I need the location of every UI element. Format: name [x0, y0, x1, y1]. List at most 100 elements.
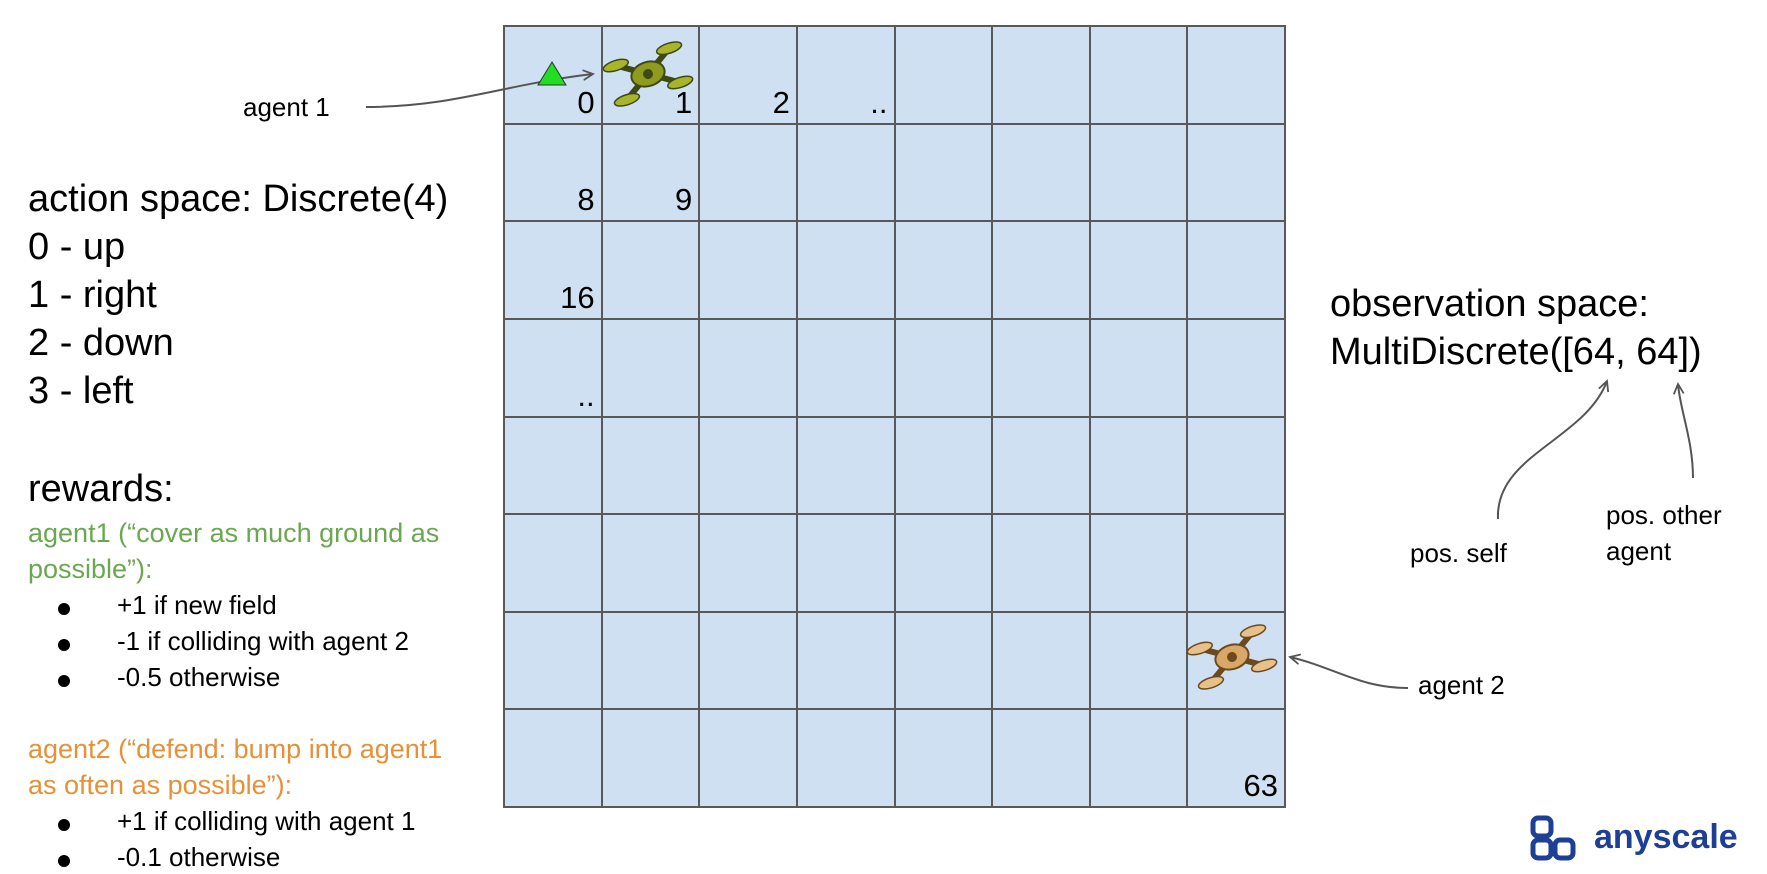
- grid-cell: [894, 514, 993, 612]
- grid-cell: [796, 709, 895, 807]
- grid-cell: [1089, 123, 1188, 222]
- grid-cell: [699, 318, 797, 417]
- grid-cell: [796, 123, 895, 222]
- agent2-reward-otherwise: -0.1 otherwise: [117, 842, 281, 872]
- agent2-arrow: [1290, 657, 1409, 689]
- grid-cell: [1187, 611, 1285, 710]
- action-right: 1 - right: [28, 274, 157, 316]
- grid-cell: [796, 611, 895, 710]
- grid-cell: [1187, 221, 1285, 319]
- grid-cell: [699, 514, 797, 612]
- agent2-reward-collide: +1 if colliding with agent 1: [117, 806, 416, 836]
- grid-cell: [992, 26, 1090, 124]
- agent1-reward-heading-line2: possible”):: [28, 554, 153, 584]
- anyscale-logo-icon: [1530, 815, 1576, 861]
- grid-cell: [894, 611, 993, 710]
- grid-cell: [1089, 26, 1188, 124]
- grid-cell: [601, 611, 700, 710]
- grid-cell: [796, 514, 895, 612]
- grid-cell: [504, 611, 602, 710]
- agent2-label: agent 2: [1418, 670, 1505, 700]
- grid-cell: [1187, 514, 1285, 612]
- grid-cell: [992, 123, 1090, 222]
- grid-cell: [601, 221, 700, 319]
- pos-other-label-line1: pos. other: [1606, 500, 1722, 530]
- action-up: 0 - up: [28, 226, 126, 268]
- pos-other-label-line2: agent: [1606, 536, 1672, 566]
- grid-cell: [992, 318, 1090, 417]
- observation-title-line1: observation space:: [1330, 283, 1649, 325]
- grid-cell: [699, 709, 797, 807]
- grid-cell: 16: [504, 221, 602, 319]
- grid-cell: [992, 514, 1090, 612]
- grid-cell: 8: [504, 123, 602, 222]
- agent1-reward-heading-line1: agent1 (“cover as much ground as: [28, 518, 440, 548]
- agent2-reward-heading-line2: as often as possible”):: [28, 770, 293, 800]
- grid-cell: [992, 611, 1090, 710]
- agent1-reward-new-field: +1 if new field: [117, 590, 277, 620]
- brand-name: anyscale: [1594, 818, 1738, 856]
- grid-cell: [894, 318, 993, 417]
- grid-cell: [894, 221, 993, 319]
- grid-cell: [1089, 514, 1188, 612]
- grid-cell: [992, 416, 1090, 515]
- bullet-icon: [58, 855, 70, 867]
- grid-cell: [699, 123, 797, 222]
- grid-cell: [601, 318, 700, 417]
- grid-cell: ..: [796, 26, 895, 124]
- pos-other-arrow: [1678, 384, 1694, 479]
- grid-cell: [601, 514, 700, 612]
- grid-cell: [1089, 221, 1188, 319]
- grid-cell: [1089, 318, 1188, 417]
- cell-number-0: 0: [577, 84, 595, 120]
- cell-number-16: 16: [560, 279, 595, 315]
- bullet-icon: [58, 675, 70, 687]
- grid-cell: [1187, 123, 1285, 222]
- cell-number-63: 63: [1243, 768, 1278, 803]
- grid-cell: 0: [504, 26, 602, 124]
- cell-number-ellipsis-col: ..: [577, 377, 595, 413]
- grid-cell: 9: [601, 123, 700, 222]
- agent2-reward-heading-line1: agent2 (“defend: bump into agent1: [28, 734, 443, 764]
- rewards-title: rewards:: [28, 468, 174, 510]
- pos-self-label: pos. self: [1410, 538, 1507, 568]
- grid-cell: [796, 221, 895, 319]
- bullet-icon: [58, 819, 70, 831]
- action-down: 2 - down: [28, 322, 174, 364]
- grid-cell: [894, 26, 993, 124]
- grid-cell: [699, 416, 797, 515]
- grid-cell: [992, 221, 1090, 319]
- grid-cell: [601, 709, 700, 807]
- pos-self-arrow: [1496, 381, 1607, 520]
- grid-cell: [992, 709, 1090, 807]
- grid-cell: 2: [699, 26, 797, 124]
- grid-cell: ..: [504, 318, 602, 417]
- bullet-icon: [58, 639, 70, 651]
- grid-cell: [796, 416, 895, 515]
- observation-title-line2: MultiDiscrete([64, 64]): [1330, 331, 1702, 373]
- grid-cell: [504, 709, 602, 807]
- grid-cell: [1089, 709, 1188, 807]
- cell-number-2: 2: [772, 84, 790, 120]
- agent1-reward-otherwise: -0.5 otherwise: [117, 662, 281, 692]
- agent1-reward-collide: -1 if colliding with agent 2: [117, 626, 409, 656]
- grid-cell: [1187, 26, 1285, 124]
- grid-cell: [796, 318, 895, 417]
- agent1-label: agent 1: [243, 92, 330, 122]
- cell-number-8: 8: [577, 182, 595, 218]
- grid-cell: [699, 611, 797, 710]
- grid-cell: 1: [601, 26, 700, 124]
- grid-world: 0 1 2 .. 8 9 16 ..: [503, 25, 1286, 808]
- action-space-title: action space: Discrete(4): [28, 178, 449, 220]
- grid-cell: [504, 514, 602, 612]
- grid-cell: [601, 416, 700, 515]
- cell-number-ellipsis-row: ..: [870, 84, 888, 120]
- grid-cell: [1187, 318, 1285, 417]
- bullet-icon: [58, 603, 70, 615]
- grid-cell: [699, 221, 797, 319]
- grid-cell: [894, 123, 993, 222]
- grid-cell: 63: [1187, 709, 1285, 807]
- grid-cell: [1089, 611, 1188, 710]
- grid-cell: [1187, 416, 1285, 515]
- grid-cell: [1089, 416, 1188, 515]
